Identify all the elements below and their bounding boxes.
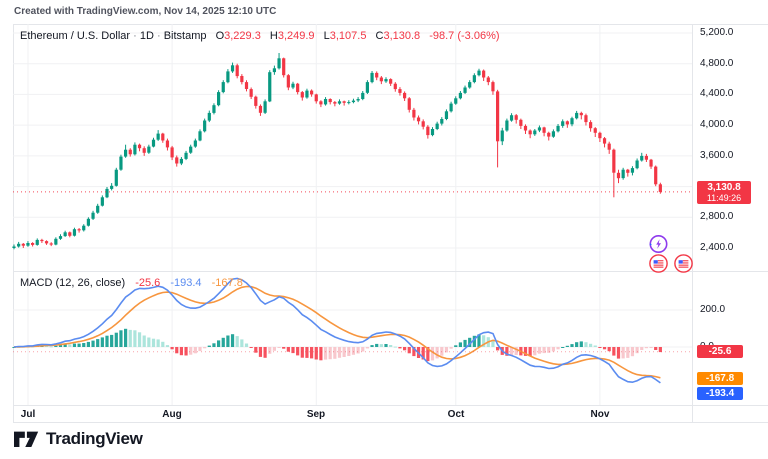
time-tick-label: Nov [590,409,610,420]
macd-line-badge: -193.4 [697,387,743,400]
price-tick-label: 4,000.0 [700,119,734,130]
chart-left-border [13,24,14,422]
change-value: -98.7 (-3.06%) [429,30,500,42]
price-tick-label: 3,600.0 [700,150,734,161]
macd-header[interactable]: MACD (12, 26, close) -25.6 -193.4 -167.8 [20,277,243,289]
low-value: 3,107.5 [329,30,367,42]
price-tick-label: 2,400.0 [700,242,734,253]
macd-hist-badge: -25.6 [697,345,743,358]
refresh-lightning-icon[interactable] [646,233,669,260]
time-tick-label: Jul [20,409,36,420]
close-label: C [375,30,384,42]
open-label: O [215,30,225,42]
macd-line-value: -193.4 [170,277,202,289]
price-tick-label: 4,800.0 [700,58,734,69]
last-price-value: 3,130.8 [707,182,741,193]
macd-signal-value: -167.8 [211,277,243,289]
bar-countdown: 11:49:26 [706,193,742,203]
time-tick-label: Oct [447,409,465,420]
interval-label: 1D [139,30,154,42]
flag-icon[interactable] [649,254,668,278]
low-label: L [323,30,330,42]
macd-signal-badge: -167.8 [697,372,743,385]
price-pane[interactable] [0,24,692,271]
price-axis-separator [692,24,693,422]
time-axis-separator [13,405,768,406]
time-tick-label: Sep [306,409,326,420]
tradingview-logo[interactable]: TradingView [14,429,143,449]
price-tick-label: 5,200.0 [700,27,734,38]
open-value: 3,229.3 [224,30,261,42]
macd-pane[interactable] [0,272,692,405]
high-label: H [269,30,278,42]
exchange-label: Bitstamp [163,30,207,42]
symbol-title: Ethereum / U.S. Dollar [20,30,131,42]
panel-divider[interactable] [13,271,768,272]
macd-title: MACD (12, 26, close) [20,277,126,289]
time-tick-label: Aug [162,409,182,420]
high-value: 3,249.9 [277,30,315,42]
macd-hist-value: -25.6 [135,277,161,289]
tradingview-logo-text: TradingView [46,429,143,448]
tradingview-logo-mark [14,431,39,447]
attribution-text: Created with TradingView.com, Nov 14, 20… [14,6,277,17]
last-price-badge: 3,130.8 11:49:26 [697,181,751,204]
price-tick-label: 2,800.0 [700,211,734,222]
chart-top-border [13,24,768,25]
symbol-header[interactable]: Ethereum / U.S. Dollar · 1D · Bitstamp O… [20,30,500,42]
close-value: 3,130.8 [383,30,421,42]
flag-icon[interactable] [674,254,693,278]
macd-tick-label: 200.0 [700,304,726,315]
price-tick-label: 4,400.0 [700,88,734,99]
chart-bottom-border [13,422,768,423]
